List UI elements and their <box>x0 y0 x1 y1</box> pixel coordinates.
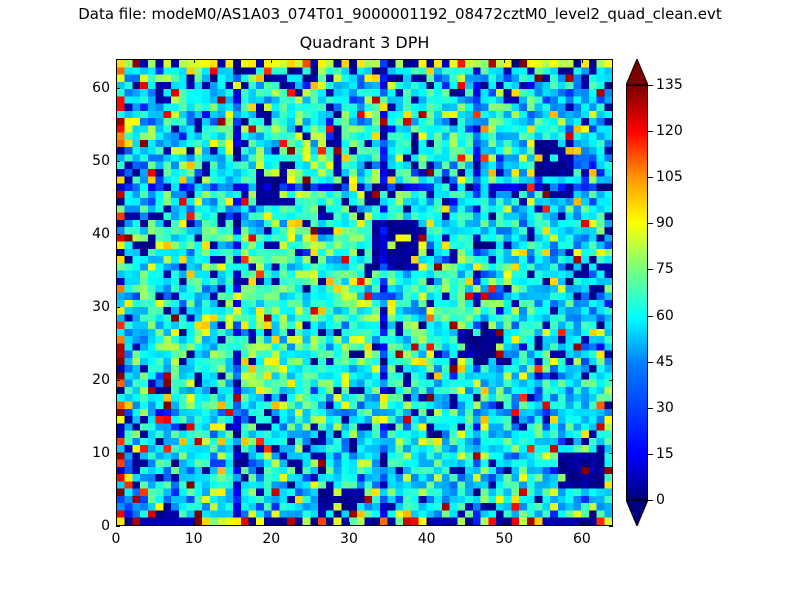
y-tick <box>116 234 120 236</box>
x-tick-label: 20 <box>262 531 281 547</box>
y-tick-label: 20 <box>92 372 110 389</box>
y-tick <box>116 307 120 309</box>
x-tick <box>581 59 583 63</box>
y-tick <box>609 453 613 455</box>
colorbar-tick-label: 75 <box>656 261 674 278</box>
heatmap-axes <box>116 59 613 526</box>
x-tick <box>116 522 117 526</box>
colorbar-tick <box>648 361 653 363</box>
y-tick-label: 0 <box>101 518 110 534</box>
colorbar-tick <box>648 131 653 133</box>
colorbar-tick-label: 135 <box>656 77 683 93</box>
y-tick <box>609 161 613 163</box>
y-tick <box>609 380 613 382</box>
colorbar-tick-label: 90 <box>656 215 674 232</box>
x-tick <box>271 522 273 526</box>
x-tick <box>348 522 350 526</box>
x-tick-label: 30 <box>340 531 358 547</box>
colorbar: 0 15 30 45 60 75 90 105 120 135 <box>623 59 683 526</box>
figure-suptitle: Data file: modeM0/AS1A03_074T01_90000011… <box>78 5 722 23</box>
x-tick <box>426 59 428 63</box>
colorbar-tick-label: 30 <box>656 399 674 416</box>
colorbar-tick <box>648 269 653 271</box>
x-tick <box>193 522 195 526</box>
colorbar-tick <box>648 177 653 179</box>
y-tick <box>609 307 613 309</box>
y-tick-label: 60 <box>92 80 110 97</box>
x-tick <box>116 59 117 63</box>
y-tick <box>609 526 613 527</box>
y-tick <box>116 526 120 527</box>
y-tick-label: 40 <box>92 226 110 243</box>
colorbar-tick-label: 45 <box>656 353 674 370</box>
colorbar-tick <box>648 453 653 455</box>
y-tick <box>609 88 613 90</box>
x-tick-label: 60 <box>573 531 591 547</box>
x-tick-label: 10 <box>184 531 203 547</box>
axes-title: Quadrant 3 DPH <box>299 33 430 52</box>
y-tick <box>116 161 120 163</box>
x-tick <box>271 59 273 63</box>
x-tick <box>581 522 583 526</box>
colorbar-tick <box>648 500 653 501</box>
colorbar-tick <box>648 85 653 86</box>
colorbar-tick-label: 60 <box>656 307 674 324</box>
colorbar-tick-label: 120 <box>656 123 683 140</box>
x-tick <box>426 522 428 526</box>
x-tick-label: 40 <box>417 531 436 547</box>
x-tick <box>348 59 350 63</box>
y-tick <box>116 380 120 382</box>
x-tick-label: 0 <box>111 531 121 547</box>
colorbar-extend-min-arrow-icon <box>626 500 648 526</box>
heatmap-image <box>117 60 612 525</box>
colorbar-tick-label: 15 <box>656 445 674 462</box>
colorbar-gradient <box>626 85 648 500</box>
y-tick <box>116 453 120 455</box>
y-tick <box>116 88 120 90</box>
x-tick <box>504 59 506 63</box>
y-axis-tick-labels: 0 10 20 30 40 50 60 <box>70 0 110 600</box>
x-tick <box>504 522 506 526</box>
x-tick-label: 50 <box>495 531 514 547</box>
colorbar-extend-max-arrow-icon <box>626 59 648 85</box>
colorbar-tick-label: 0 <box>656 492 665 508</box>
x-tick <box>193 59 195 63</box>
y-tick-label: 10 <box>92 445 110 462</box>
colorbar-tick <box>648 407 653 409</box>
y-tick-label: 50 <box>92 153 110 170</box>
y-tick-label: 30 <box>92 299 110 316</box>
colorbar-tick-label: 105 <box>656 169 683 186</box>
y-tick <box>609 234 613 236</box>
colorbar-tick <box>648 223 653 225</box>
colorbar-tick <box>648 315 653 317</box>
